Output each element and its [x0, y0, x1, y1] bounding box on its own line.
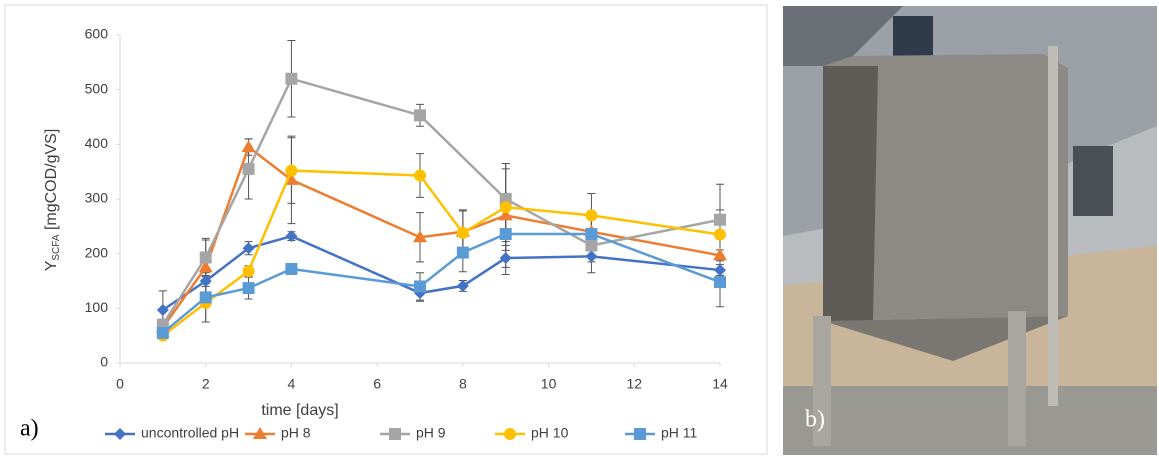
x-tick-label: 0 [116, 376, 124, 392]
y-tick-label: 100 [85, 299, 109, 315]
data-point [500, 228, 512, 240]
y-tick-label: 500 [85, 80, 109, 96]
legend-label: pH 9 [416, 425, 446, 441]
x-axis-label: time [days] [261, 402, 338, 419]
legend-label: pH 11 [661, 425, 698, 441]
data-point [714, 276, 726, 288]
figure: a) time [days] YSCFA [mgCOD/gVS] 0100200… [0, 0, 1159, 459]
legend-marker [504, 428, 516, 440]
data-point [457, 227, 469, 239]
y-label-main: Y [43, 260, 60, 271]
y-tick-label: 300 [85, 190, 109, 206]
data-point [500, 201, 512, 213]
data-point [285, 263, 297, 275]
legend-marker [389, 428, 401, 440]
photo: b) [783, 6, 1157, 455]
motor [893, 16, 933, 56]
x-tick-label: 2 [202, 376, 210, 392]
chart: a) time [days] YSCFA [mgCOD/gVS] 0100200… [0, 0, 772, 459]
ground [783, 386, 1157, 455]
legend-marker [634, 428, 646, 440]
data-point [285, 73, 297, 85]
tank-shade [823, 66, 878, 321]
legend-label: pH 8 [281, 425, 311, 441]
y-tick-label: 200 [85, 244, 109, 260]
panel-label: a) [20, 416, 39, 442]
x-tick-label: 8 [459, 376, 467, 392]
x-tick-label: 10 [541, 376, 557, 392]
window [1073, 146, 1113, 216]
data-point [585, 209, 597, 221]
data-point [414, 169, 426, 181]
leg [1008, 311, 1026, 446]
data-point [414, 109, 426, 121]
data-point [714, 214, 726, 226]
y-tick-label: 400 [85, 135, 109, 151]
x-tick-label: 12 [626, 376, 642, 392]
legend-label: pH 10 [531, 425, 569, 441]
y-label-sub: SCFA [51, 234, 62, 260]
panel-label: b) [805, 407, 825, 433]
data-point [200, 291, 212, 303]
data-point [243, 163, 255, 175]
y-tick-label: 0 [100, 354, 108, 370]
x-tick-label: 4 [288, 376, 296, 392]
data-point [414, 280, 426, 292]
data-point [157, 327, 169, 339]
data-point [585, 228, 597, 240]
legend-label: uncontrolled pH [141, 425, 239, 441]
x-tick-label: 14 [712, 376, 728, 392]
data-point [243, 282, 255, 294]
data-point [714, 229, 726, 241]
data-point [243, 265, 255, 277]
data-point [457, 247, 469, 259]
x-tick-label: 6 [373, 376, 381, 392]
data-point [285, 165, 297, 177]
y-label-rest: [mgCOD/gVS] [43, 129, 60, 235]
y-tick-label: 600 [85, 26, 109, 42]
data-point [585, 239, 597, 251]
pipe [1048, 46, 1058, 406]
data-point [200, 251, 212, 263]
